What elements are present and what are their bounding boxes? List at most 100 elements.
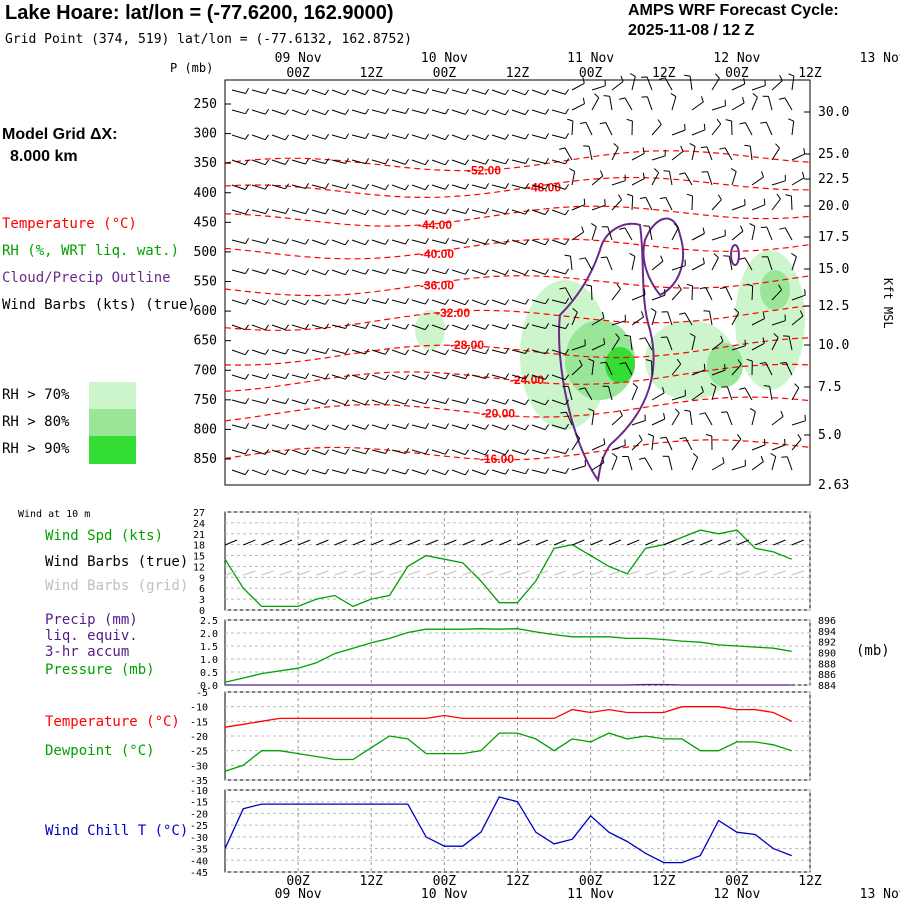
chill-y-tick-label: -20 — [190, 809, 208, 820]
wind-barb-feather — [689, 333, 696, 337]
wind-barb — [491, 89, 506, 96]
wind-barb-feather — [284, 423, 290, 430]
wind-barb-feather — [284, 269, 290, 275]
wind-barb — [511, 349, 526, 354]
wind-chill-label: Wind Chill T (°C) — [45, 823, 189, 839]
wind-barb-feather — [264, 324, 270, 331]
wind-barb-feather — [703, 363, 706, 370]
wind-barb-feather — [760, 226, 767, 229]
wind-barb — [591, 85, 606, 91]
wind-barb-feather — [264, 268, 270, 275]
wind-barb — [606, 256, 613, 271]
time-tick-label-bottom: 00Z — [579, 874, 603, 889]
wind-barb-feather — [778, 284, 783, 291]
wind-barb-feather — [784, 438, 786, 446]
wind-barb — [751, 285, 754, 301]
wind-barb-feather — [601, 456, 605, 463]
pressure-tick-label: 250 — [194, 97, 217, 112]
wind-barb — [531, 449, 546, 455]
wind-barb-feather — [404, 468, 410, 475]
wind-barb — [431, 239, 446, 244]
wind-barb-feather — [244, 469, 250, 475]
temp-y-tick-label: -5 — [196, 688, 208, 699]
wind-barb-feather — [244, 349, 250, 355]
wind-barb — [271, 349, 286, 355]
wind-barb — [691, 456, 699, 471]
wind-barb — [491, 159, 506, 165]
wind-barb-feather — [284, 299, 290, 306]
time-tick-label-top: 12Z — [360, 66, 384, 81]
wind-barb — [291, 399, 306, 405]
wind-barb — [431, 399, 446, 404]
wind-barb-feather — [524, 133, 530, 140]
wind-barb-feather — [285, 238, 290, 244]
wind-barb — [231, 184, 246, 191]
wind-barb — [631, 439, 643, 451]
wind-barb-feather — [564, 254, 571, 257]
wind-barb-feather — [677, 284, 682, 290]
wind-y-tick-label: 21 — [193, 530, 205, 541]
wind-barb-feather — [264, 469, 270, 476]
wind-barb-feather — [504, 468, 510, 475]
wind-barb — [471, 449, 486, 456]
precip-label-3: 3-hr accum — [45, 644, 130, 660]
wind-barb — [471, 299, 486, 306]
wind-barb-feather — [304, 323, 310, 330]
wind-barb-feather — [713, 253, 719, 258]
wind-barb — [351, 134, 366, 139]
wind-barb — [751, 85, 766, 91]
wind-barb — [731, 102, 745, 111]
wind-barb — [611, 320, 626, 326]
wind-barb — [451, 109, 466, 115]
wind-barb-feather — [760, 455, 764, 462]
wind-barb — [451, 89, 466, 95]
wind-barb-feather — [245, 423, 250, 429]
wind-chill-line — [224, 796, 792, 864]
wind-barb — [751, 226, 756, 241]
wind-barb-feather — [444, 349, 450, 355]
wind-barb-feather — [464, 449, 470, 455]
pressure-tick-label: 750 — [194, 393, 217, 408]
wind-barb — [371, 449, 386, 454]
wind-barb-feather — [445, 268, 450, 275]
wind-barb-true — [608, 539, 622, 546]
wind-barb-feather — [564, 89, 570, 95]
wind-barb — [591, 226, 597, 241]
wind-barb-feather — [245, 88, 250, 94]
wind-barb — [631, 178, 645, 186]
wind-barb — [351, 324, 366, 329]
wind-barb — [551, 449, 566, 455]
pressure-unit: (mb) — [856, 643, 890, 659]
wind-barb — [791, 153, 805, 161]
wind-barb-feather — [545, 133, 550, 139]
wind-barb — [531, 374, 546, 380]
wind-barb — [351, 299, 366, 305]
temperature-contour-label: -32.00 — [436, 306, 470, 320]
wind-barb-feather — [485, 398, 490, 405]
wind-barb — [751, 461, 764, 471]
wind-barb — [271, 239, 286, 245]
wind-barb — [451, 324, 466, 331]
wind-barb — [671, 363, 682, 376]
wind-barb-feather — [244, 134, 250, 140]
wind-barb — [731, 204, 746, 211]
wind-barb-grid — [517, 570, 530, 576]
wind-barb-feather — [564, 374, 570, 380]
time-tick-label-bottom: 12Z — [798, 874, 822, 889]
wind-barb-feather — [244, 373, 250, 380]
wind-barb-true — [791, 539, 804, 546]
wind-barb-grid — [316, 570, 329, 576]
wind-barb — [645, 197, 653, 211]
wind-barb-feather — [324, 208, 330, 215]
wind-barb-feather — [544, 374, 550, 380]
date-label-top: 11 Nov — [567, 51, 614, 66]
wind-barb — [551, 269, 566, 275]
wind-barb — [571, 438, 581, 451]
wind-barb-feather — [626, 193, 633, 197]
wind-barb-feather — [425, 88, 430, 94]
wind-barb — [431, 134, 446, 141]
wind-barb-feather — [763, 198, 766, 205]
chill-y-tick-label: -35 — [190, 845, 208, 856]
wind-barb — [331, 159, 346, 164]
wind-barb-feather — [559, 147, 566, 150]
